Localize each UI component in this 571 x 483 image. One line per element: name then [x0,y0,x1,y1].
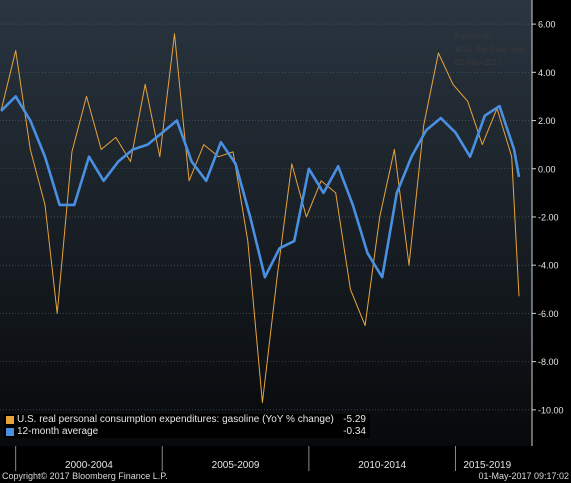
watermark-line: Posted on [455,32,492,41]
x-category-label: 2015-2019 [463,460,511,471]
x-category-label: 2005-2009 [212,460,260,471]
legend-value: -5.29 [343,414,366,425]
y-tick-label: 0.00 [538,164,556,174]
legend-item: U.S. real personal consumption expenditu… [4,414,370,426]
chart: 6.00 4.00 2.00 0.00 -2.00 -4.00 -6.00 -8.00 -10.… [0,0,571,471]
legend-swatch-average [6,428,14,436]
watermark: Posted on WSJ The Daily Shot 02-May-2017 [455,30,526,69]
watermark-line: WSJ The Daily Shot [455,45,527,54]
y-tick-label: -6.00 [538,309,559,319]
y-axis: 6.00 4.00 2.00 0.00 -2.00 -4.00 -6.00 -8.00 -10.… [531,0,564,446]
y-tick-label: -2.00 [538,212,559,222]
legend-swatch-gasoline [6,416,14,424]
x-category-label: 2000-2004 [65,460,113,471]
y-tick-label: 6.00 [538,20,556,30]
legend-label: U.S. real personal consumption expenditu… [17,414,334,425]
legend-value: -0.34 [343,426,366,437]
category-band [0,446,532,471]
series-lines [0,33,521,404]
plot-background [0,0,532,446]
watermark-line: 02-May-2017 [455,58,503,67]
x-category-label: 2010-2014 [358,460,406,471]
series-line-gasoline [0,33,520,404]
legend-label: 12-month average [17,426,99,437]
footer: Copyright© 2017 Bloomberg Finance L.P. 0… [0,471,571,483]
timestamp-text: 01-May-2017 09:17:02 [478,471,569,481]
x-axis: 2000-2004 2005-2009 2010-2014 2015-2019 [15,446,512,471]
y-tick-label: 4.00 [538,68,556,78]
y-tick-label: -10.00 [538,405,564,415]
copyright-text: Copyright© 2017 Bloomberg Finance L.P. [2,471,168,481]
legend-item: 12-month average -0.34 [4,426,370,438]
series-line-12-month-average [0,95,521,279]
axis-background [532,0,571,471]
y-tick-label: -8.00 [538,357,559,367]
legend: U.S. real personal consumption expenditu… [4,414,370,438]
y-tick-label: -4.00 [538,261,559,271]
y-tick-label: 2.00 [538,116,556,126]
